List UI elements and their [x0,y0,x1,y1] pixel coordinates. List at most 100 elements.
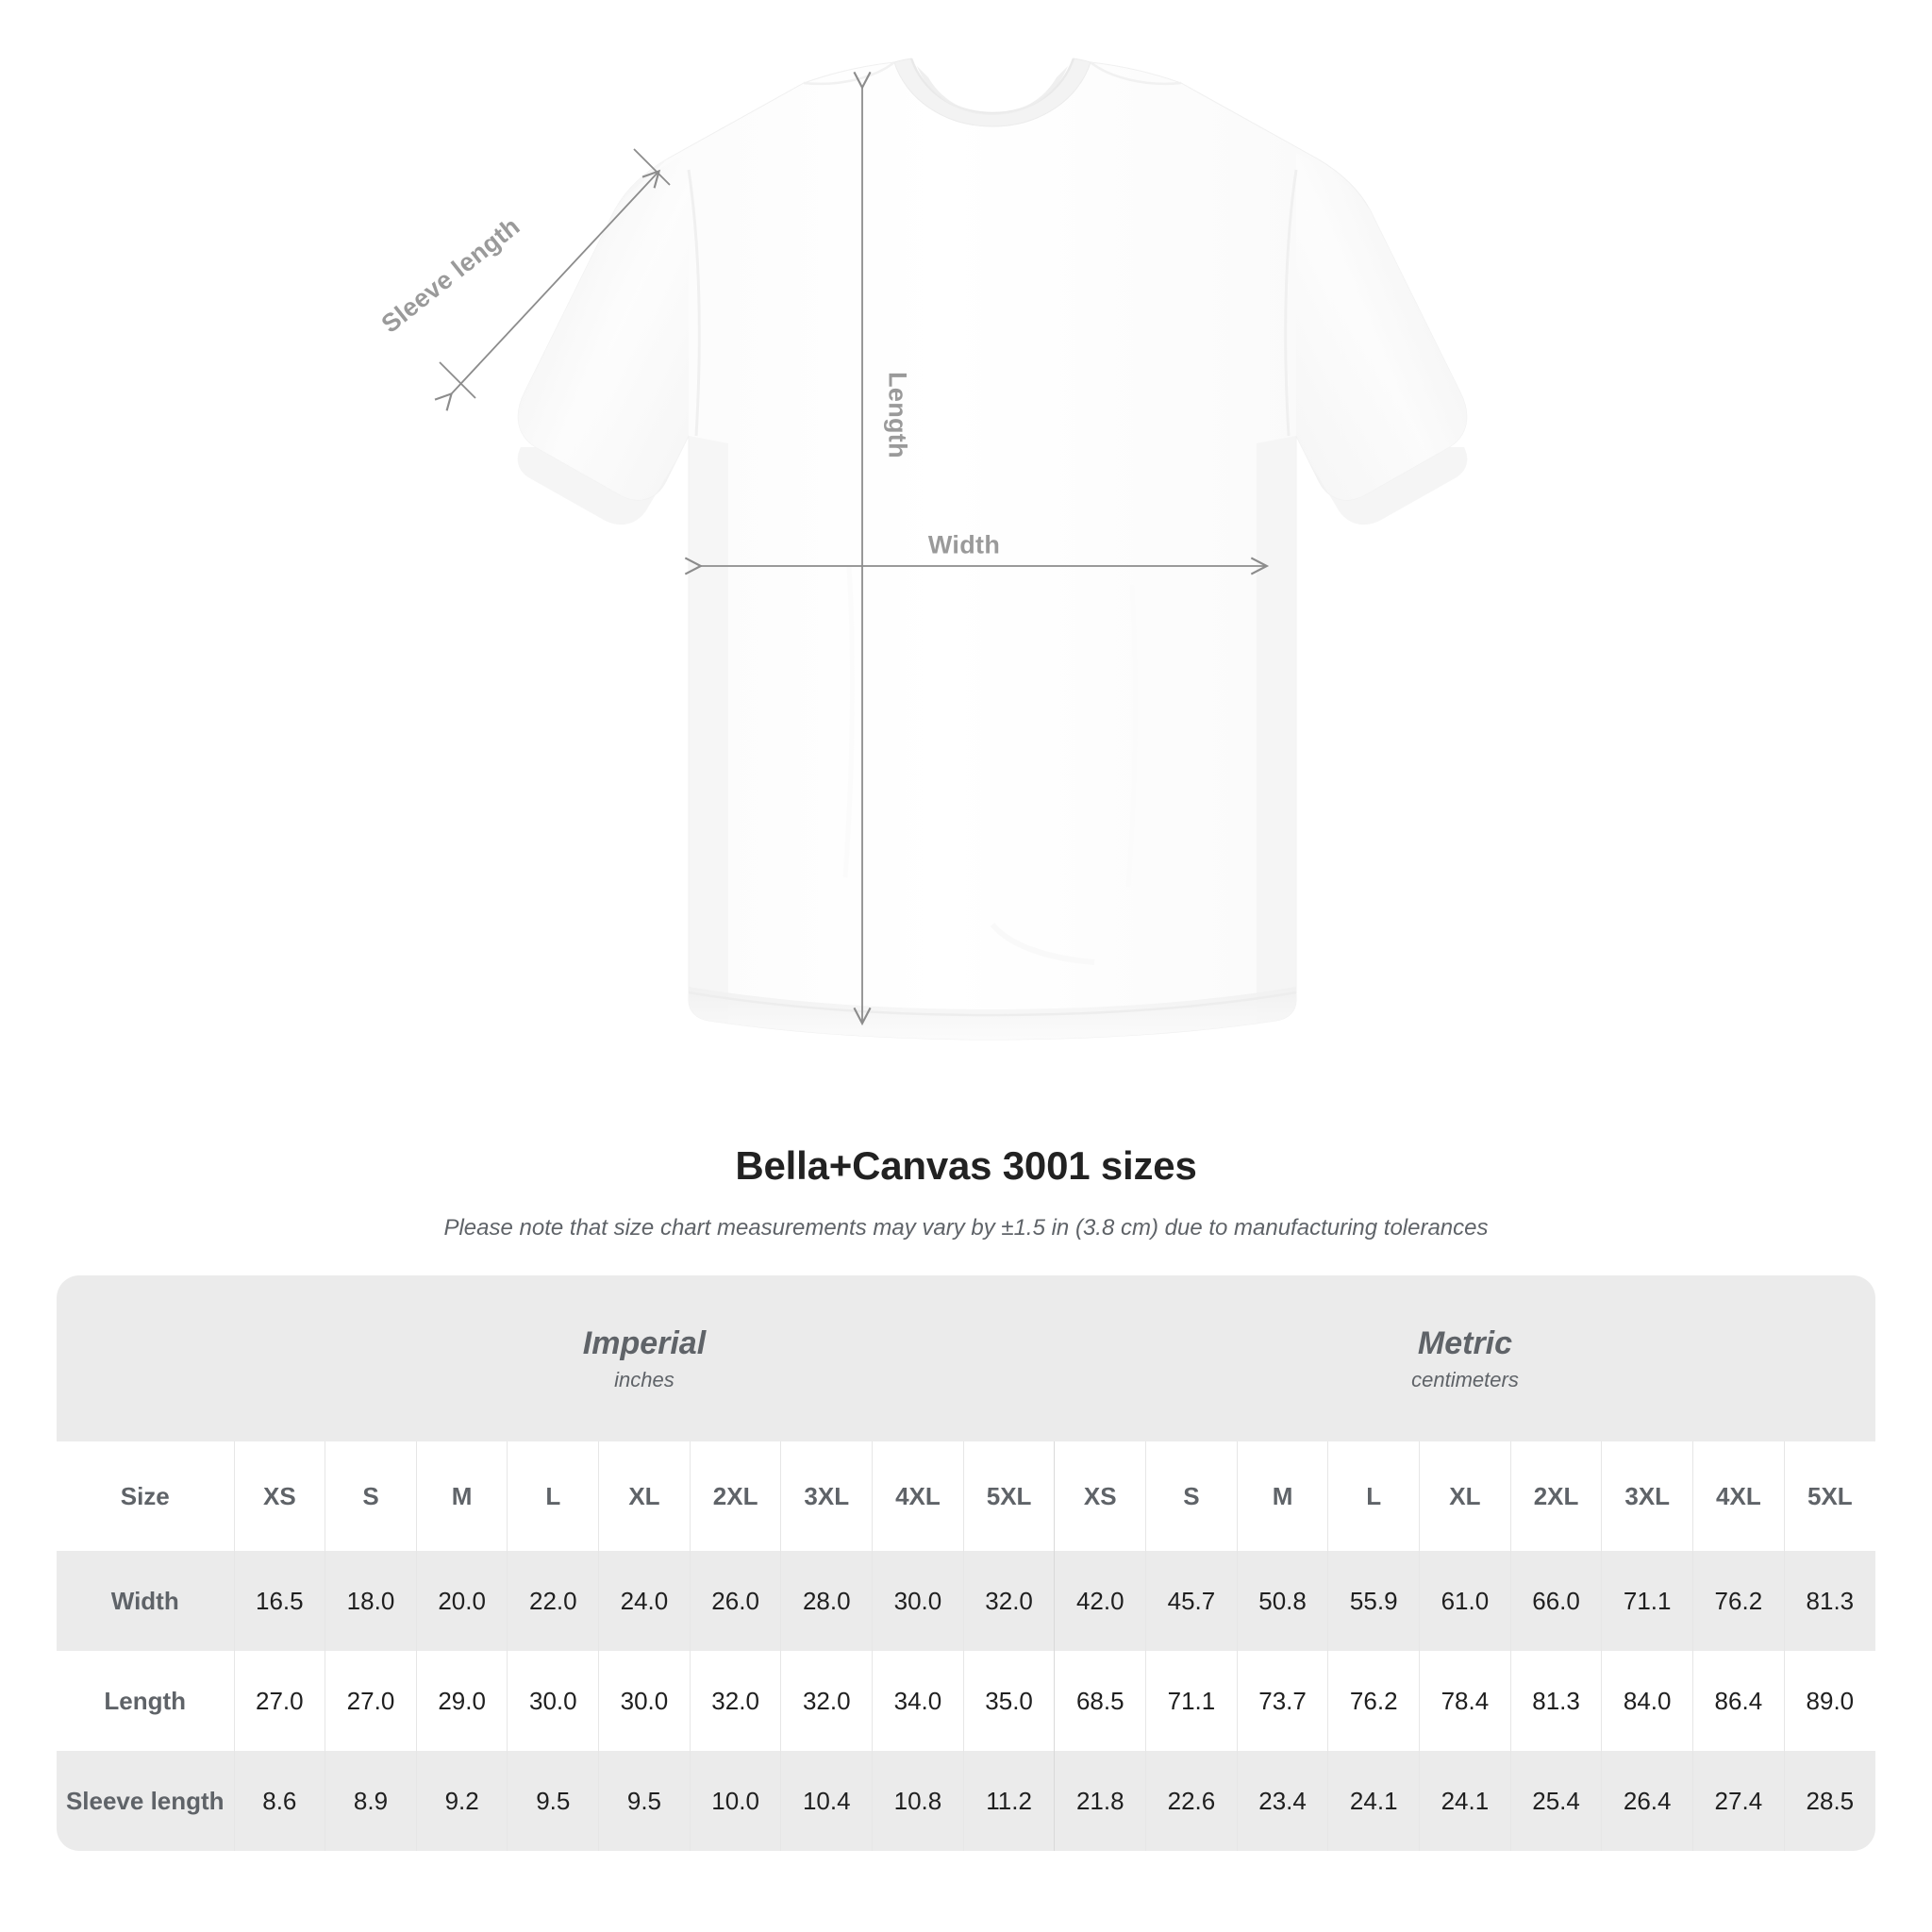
cell-width-imperial-2xl: 26.0 [689,1551,781,1651]
cell-sleeve-length-imperial-5xl: 11.2 [962,1751,1055,1851]
unit-group-units: inches [614,1367,675,1391]
unit-group-imperial: Imperial inches [234,1275,1055,1441]
cell-width-metric-4xl: 76.2 [1692,1551,1785,1651]
cell-length-imperial-m: 29.0 [415,1651,508,1751]
cell-sleeve-length-imperial-xs: 8.6 [233,1751,325,1851]
cell-sleeve-length-metric-l: 24.1 [1327,1751,1420,1851]
size-chart-table: Imperial inches Metric centimeters Size XS S M L… [57,1275,1875,1851]
size-header-imperial-3xl: 3XL [780,1441,873,1551]
size-header-imperial-4xl: 4XL [872,1441,964,1551]
unit-group-units: centimeters [1411,1367,1519,1391]
cell-length-metric-5xl: 89.0 [1783,1651,1875,1751]
cell-length-imperial-l: 30.0 [507,1651,599,1751]
size-header-metric-l: L [1327,1441,1420,1551]
sleeve-length-arrow [434,169,661,411]
shirt-shape [517,58,1468,1041]
measurement-lines [434,71,1270,1026]
cell-width-metric-2xl: 66.0 [1509,1551,1602,1651]
cell-length-imperial-2xl: 32.0 [689,1651,781,1751]
cell-length-imperial-5xl: 35.0 [962,1651,1055,1751]
size-header-metric-m: M [1236,1441,1328,1551]
sleeve-tick-top [633,148,671,186]
cell-sleeve-length-imperial-l: 9.5 [507,1751,599,1851]
size-header-metric-3xl: 3XL [1601,1441,1693,1551]
cell-sleeve-length-imperial-m: 9.2 [415,1751,508,1851]
cell-sleeve-length-metric-xl: 24.1 [1419,1751,1511,1851]
cell-length-metric-xl: 78.4 [1419,1651,1511,1751]
size-header-metric-4xl: 4XL [1692,1441,1785,1551]
cell-width-imperial-l: 22.0 [507,1551,599,1651]
size-header-imperial-m: M [415,1441,508,1551]
size-header-label: Size [57,1441,234,1551]
width-label: Width [927,530,1001,559]
size-header-metric-2xl: 2XL [1509,1441,1602,1551]
cell-width-metric-s: 45.7 [1145,1551,1238,1651]
cell-length-metric-4xl: 86.4 [1692,1651,1785,1751]
cell-length-metric-l: 76.2 [1327,1651,1420,1751]
cell-sleeve-length-metric-s: 22.6 [1145,1751,1238,1851]
page-title: Bella+Canvas 3001 sizes [735,1143,1197,1188]
cell-width-imperial-5xl: 32.0 [962,1551,1055,1651]
cell-width-metric-m: 50.8 [1236,1551,1328,1651]
tshirt-illustration [434,58,1468,1041]
unit-group-name: Metric [1417,1324,1513,1361]
cell-length-metric-m: 73.7 [1236,1651,1328,1751]
cell-length-metric-xs: 68.5 [1054,1651,1146,1751]
row-label-width: Width [57,1551,234,1651]
unit-group-row: Imperial inches Metric centimeters [57,1275,1875,1441]
cell-width-metric-5xl: 81.3 [1783,1551,1875,1651]
cell-length-metric-3xl: 84.0 [1601,1651,1693,1751]
size-header-imperial-xl: XL [598,1441,691,1551]
cell-sleeve-length-metric-m: 23.4 [1236,1751,1328,1851]
size-header-metric-xl: XL [1419,1441,1511,1551]
size-header-imperial-5xl: 5XL [962,1441,1055,1551]
cell-width-metric-xs: 42.0 [1054,1551,1146,1651]
unit-row-spacer [57,1275,234,1441]
cell-width-imperial-3xl: 28.0 [780,1551,873,1651]
cell-width-imperial-xs: 16.5 [233,1551,325,1651]
cell-length-imperial-xs: 27.0 [233,1651,325,1751]
tshirt-measurement-diagram: Sleeve length Length Width [376,58,1468,1041]
size-header-imperial-l: L [507,1441,599,1551]
cell-sleeve-length-metric-2xl: 25.4 [1509,1751,1602,1851]
cell-length-metric-s: 71.1 [1145,1651,1238,1751]
cell-length-imperial-4xl: 34.0 [872,1651,964,1751]
tolerance-note: Please note that size chart measurements… [443,1215,1489,1241]
cell-width-metric-l: 55.9 [1327,1551,1420,1651]
size-header-metric-5xl: 5XL [1783,1441,1875,1551]
size-header-metric-xs: XS [1054,1441,1146,1551]
cell-width-metric-xl: 61.0 [1419,1551,1511,1651]
cell-length-imperial-xl: 30.0 [598,1651,691,1751]
table-row: Length 27.0 27.0 29.0 30.0 30.0 32.0 32.0 34.0 35… [57,1651,1875,1751]
cell-length-metric-2xl: 81.3 [1509,1651,1602,1751]
cell-sleeve-length-metric-3xl: 26.4 [1601,1751,1693,1851]
table-row: Sleeve length 8.6 8.9 9.2 9.5 9.5 10.0 10.4 10.8… [57,1751,1875,1851]
cell-length-imperial-s: 27.0 [325,1651,417,1751]
cell-width-imperial-xl: 24.0 [598,1551,691,1651]
unit-group-metric: Metric centimeters [1054,1275,1875,1441]
size-header-imperial-2xl: 2XL [689,1441,781,1551]
row-label-length: Length [57,1651,234,1751]
sleeve-tick-bottom [439,361,476,399]
cell-width-imperial-s: 18.0 [325,1551,417,1651]
cell-width-imperial-4xl: 30.0 [872,1551,964,1651]
cell-sleeve-length-imperial-3xl: 10.4 [780,1751,873,1851]
cell-sleeve-length-metric-5xl: 28.5 [1783,1751,1875,1851]
size-header-imperial-s: S [325,1441,417,1551]
row-label-sleeve-length: Sleeve length [57,1751,234,1851]
cell-width-metric-3xl: 71.1 [1601,1551,1693,1651]
cell-sleeve-length-imperial-4xl: 10.8 [872,1751,964,1851]
cell-length-imperial-3xl: 32.0 [780,1651,873,1751]
cell-sleeve-length-metric-xs: 21.8 [1054,1751,1146,1851]
size-header-metric-s: S [1145,1441,1238,1551]
cell-sleeve-length-imperial-xl: 9.5 [598,1751,691,1851]
length-label: Length [883,372,912,458]
size-header-row: Size XS S M L XL 2XL 3XL 4XL 5XL XS S M L XL 2XL 3XL 4XL 5… [57,1441,1875,1551]
unit-group-name: Imperial [582,1324,707,1361]
cell-sleeve-length-metric-4xl: 27.4 [1692,1751,1785,1851]
table-row: Width 16.5 18.0 20.0 22.0 24.0 26.0 28.0 30.0 32.… [57,1551,1875,1651]
size-header-imperial-xs: XS [233,1441,325,1551]
cell-sleeve-length-imperial-2xl: 10.0 [689,1751,781,1851]
cell-width-imperial-m: 20.0 [415,1551,508,1651]
cell-sleeve-length-imperial-s: 8.9 [325,1751,417,1851]
